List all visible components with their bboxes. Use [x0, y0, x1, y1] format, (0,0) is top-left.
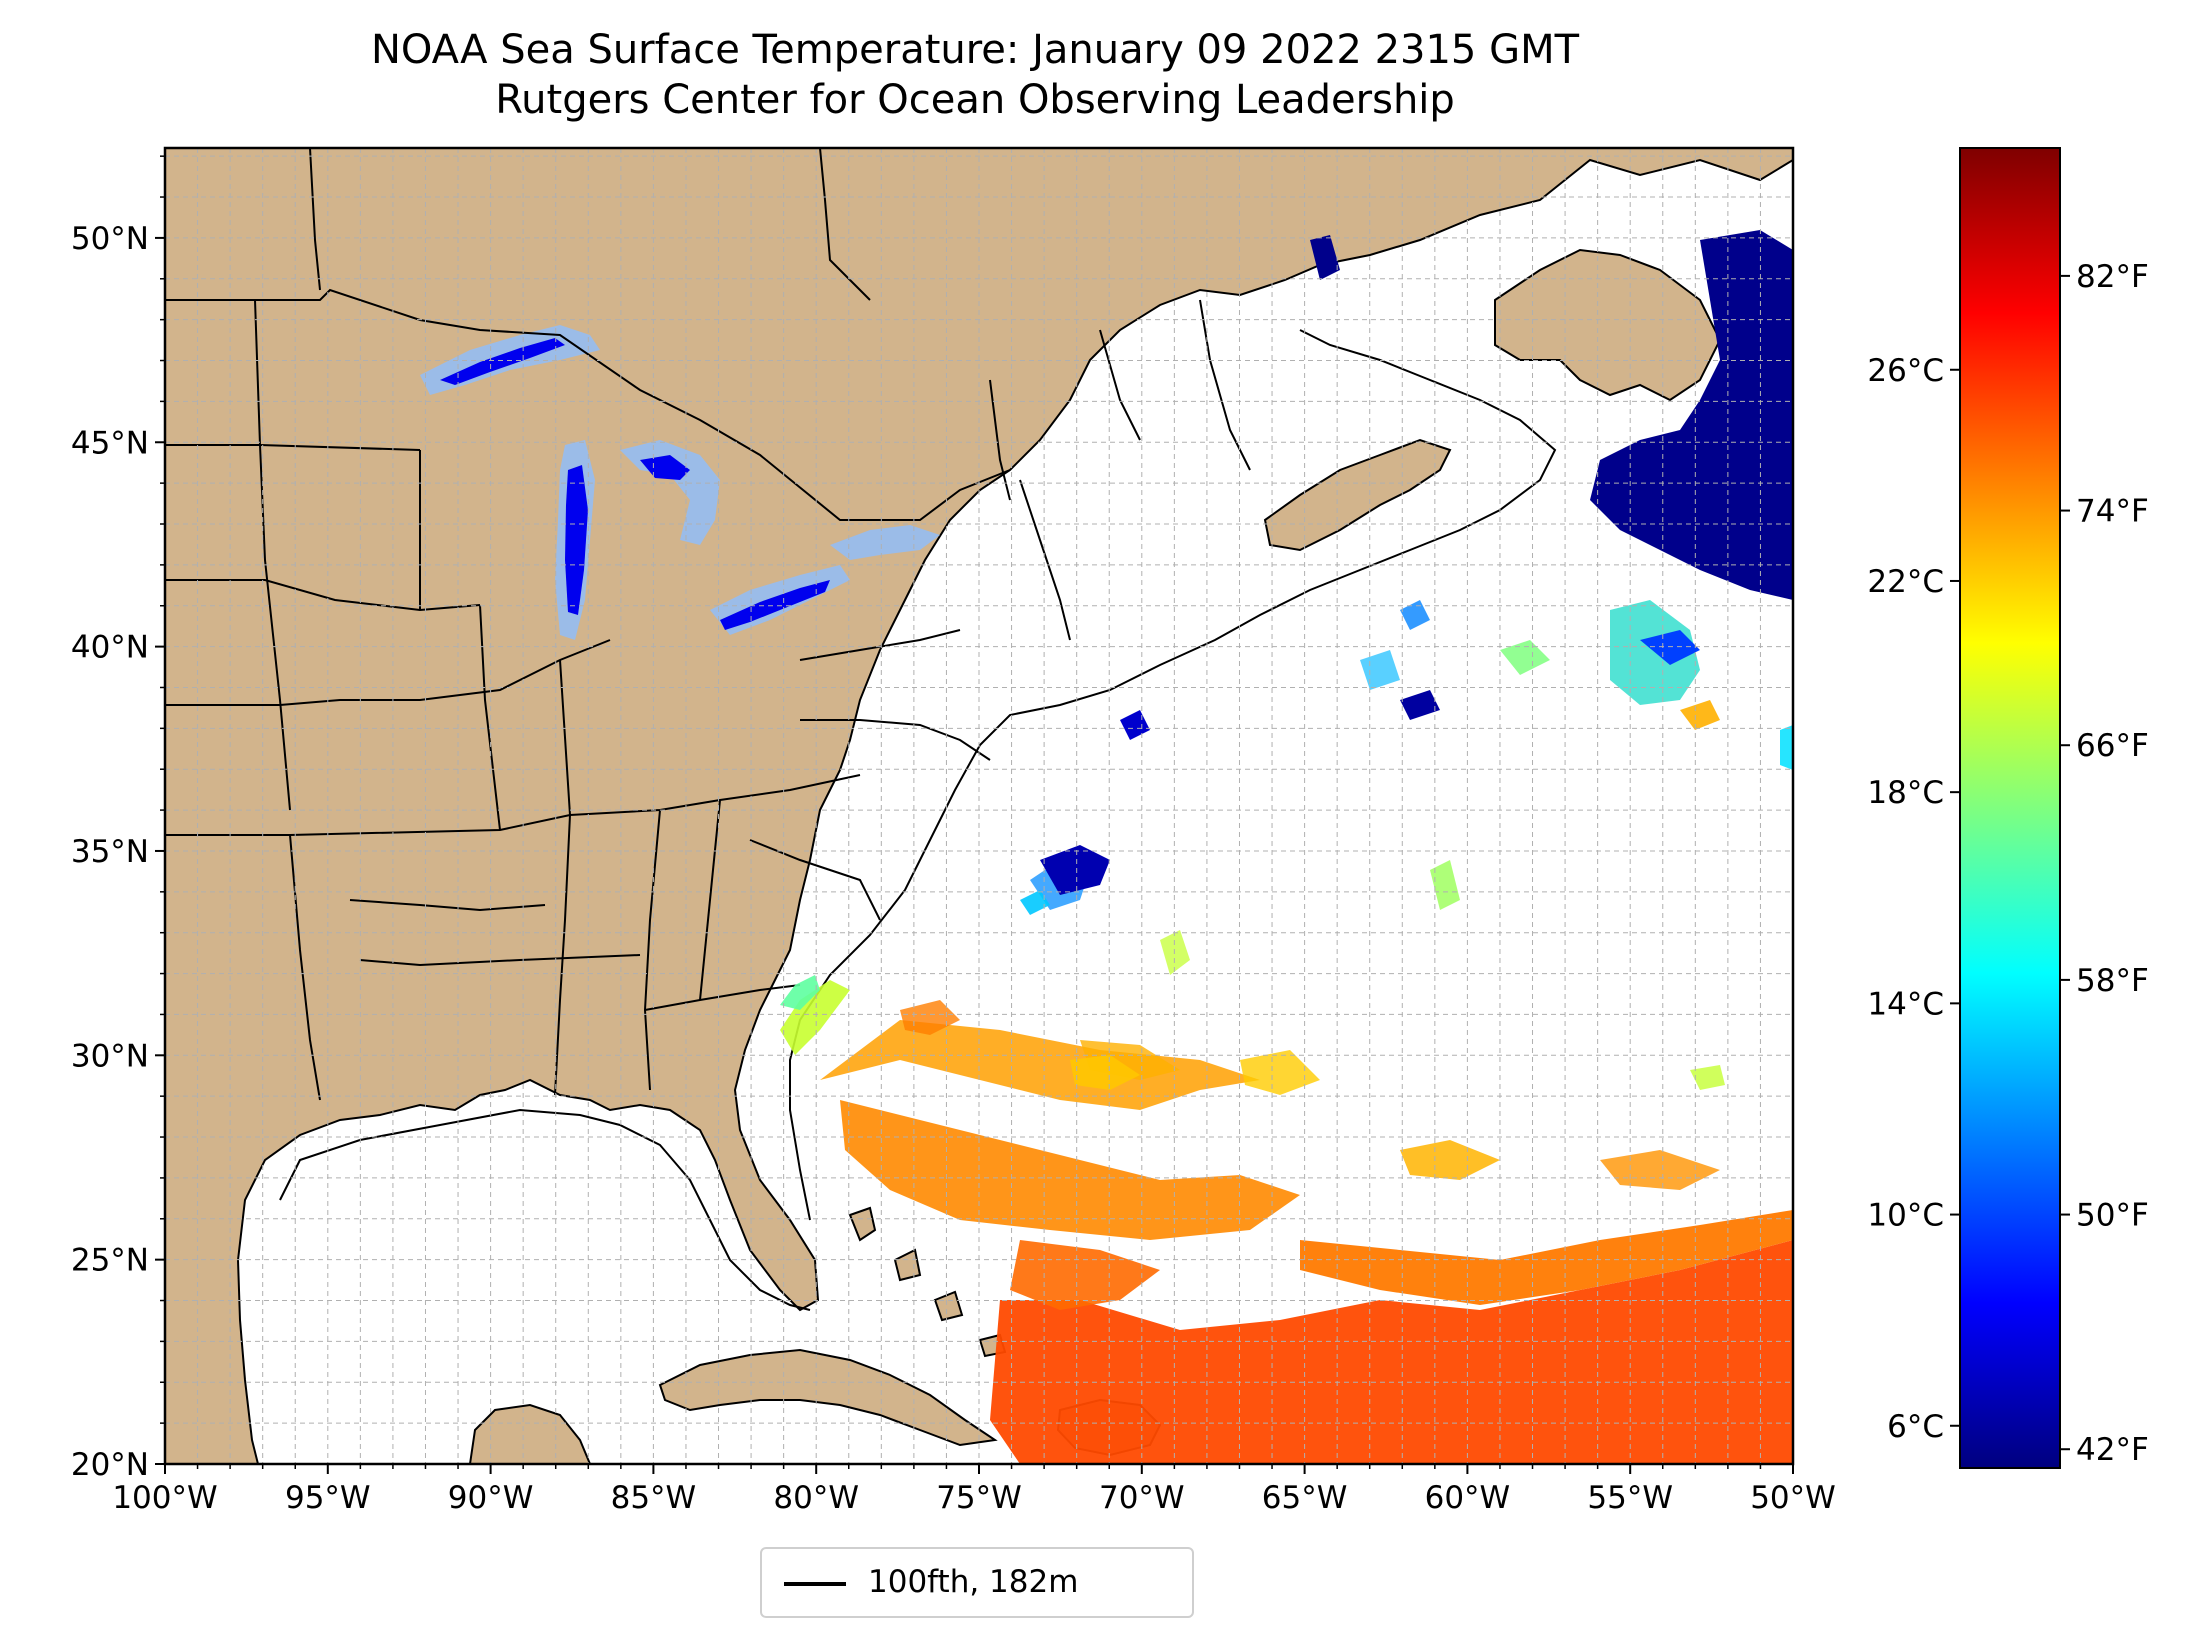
- nova-scotia-land: [1263, 438, 1452, 552]
- colorbar-gradient: [1959, 147, 2061, 1469]
- celsius-tick-label: 14°C: [1867, 986, 1944, 1022]
- lat-tick-label: 50°N: [71, 221, 149, 257]
- fahrenheit-tick-label: 82°F: [2076, 259, 2149, 295]
- lon-tick-label: 90°W: [448, 1480, 534, 1516]
- fahrenheit-tick-label: 74°F: [2076, 494, 2149, 530]
- lon-tick-label: 80°W: [773, 1480, 859, 1516]
- great-lakes-cold-sst: [440, 338, 830, 630]
- celsius-tick-label: 26°C: [1867, 353, 1944, 389]
- lon-tick-label: 55°W: [1587, 1480, 1673, 1516]
- celsius-tick-label: 22°C: [1867, 564, 1944, 600]
- political-borders: [165, 148, 1251, 1101]
- lat-tick-label: 30°N: [71, 1038, 149, 1074]
- longitude-axis: 100°W 95°W 90°W 85°W 80°W 75°W 70°W 65°W 60°W 55°…: [112, 1464, 1836, 1516]
- celsius-tick-label: 18°C: [1867, 775, 1944, 811]
- latitude-axis: 20°N 25°N 30°N 35°N 40°N 45°N 50°N: [71, 155, 165, 1483]
- lat-tick-label: 20°N: [71, 1447, 149, 1483]
- lat-tick-label: 40°N: [71, 630, 149, 666]
- lon-tick-label: 60°W: [1425, 1480, 1511, 1516]
- legend: 100fth, 182m: [760, 1547, 1194, 1618]
- lon-tick-label: 95°W: [285, 1480, 371, 1516]
- map-area: [165, 148, 1793, 1464]
- lon-tick-label: 50°W: [1750, 1480, 1836, 1516]
- legend-label: 100fth, 182m: [868, 1564, 1079, 1600]
- map-title: NOAA Sea Surface Temperature: January 09…: [370, 27, 1580, 73]
- fahrenheit-tick-label: 42°F: [2076, 1432, 2149, 1468]
- celsius-tick-label: 10°C: [1867, 1198, 1944, 1234]
- lat-tick-label: 45°N: [71, 425, 149, 461]
- lon-tick-label: 100°W: [112, 1480, 217, 1516]
- lon-tick-label: 75°W: [936, 1480, 1022, 1516]
- map-gridlines: [165, 148, 1793, 1464]
- cuba-land: [658, 1348, 998, 1447]
- fahrenheit-tick-label: 66°F: [2076, 728, 2149, 764]
- fahrenheit-tick-label: 58°F: [2076, 963, 2149, 999]
- atlantic-100fth-contour: [789, 329, 1557, 1221]
- colorbar: 6°C 10°C 14°C 18°C 22°C 26°C 42°F 50°F 58°F 66°F…: [1867, 147, 2149, 1469]
- sst-cold-patches: [1040, 230, 1793, 895]
- legend-line-swatch: [784, 1582, 846, 1586]
- sst-warm-patches: [820, 1000, 1793, 1464]
- lat-tick-label: 25°N: [71, 1243, 149, 1279]
- lon-tick-label: 85°W: [611, 1480, 697, 1516]
- yucatan-land: [468, 1403, 592, 1464]
- celsius-tick-label: 6°C: [1887, 1409, 1944, 1445]
- lat-tick-label: 35°N: [71, 834, 149, 870]
- lon-tick-label: 65°W: [1262, 1480, 1348, 1516]
- map-subtitle: Rutgers Center for Ocean Observing Leade…: [495, 77, 1455, 123]
- fahrenheit-tick-label: 50°F: [2076, 1198, 2149, 1234]
- newfoundland-land: [1494, 248, 1722, 402]
- colorbar-fahrenheit-axis: 42°F 50°F 58°F 66°F 74°F 82°F: [2060, 259, 2149, 1468]
- lon-tick-label: 70°W: [1099, 1480, 1185, 1516]
- colorbar-celsius-axis: 6°C 10°C 14°C 18°C 22°C 26°C: [1867, 353, 1960, 1445]
